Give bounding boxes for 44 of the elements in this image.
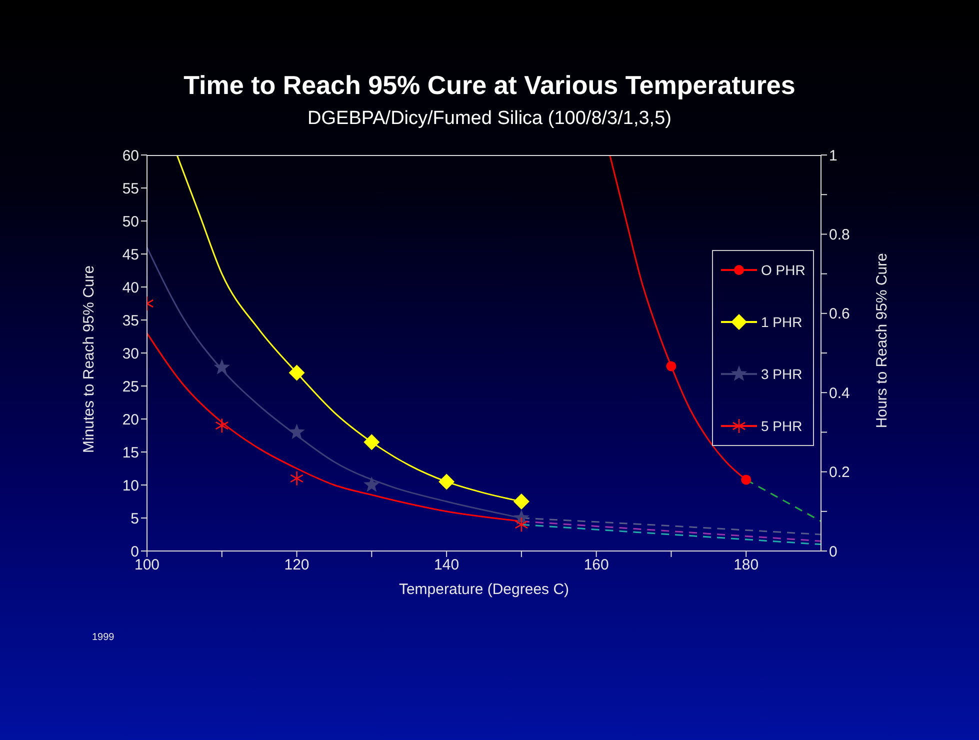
y-tick-label: 5 [130, 510, 139, 528]
point [438, 474, 455, 490]
y-tick-label: 25 [122, 378, 139, 396]
y2-tick-label: 0.8 [829, 226, 850, 244]
text: 1999 [92, 632, 114, 643]
y2-tick-label: 1 [829, 147, 838, 164]
chart-subtitle: DGEBPA/Dicy/Fumed Silica (100/8/3/1,3,5) [306, 108, 672, 130]
legend-label: 1 PHR [761, 314, 802, 330]
y-tick-label: 60 [122, 147, 139, 164]
y-tick-label: 40 [122, 279, 139, 296]
y-tick-label: 45 [122, 246, 139, 264]
y-tick-label: 10 [122, 477, 139, 494]
point [214, 359, 230, 374]
y-tick-label: 50 [122, 213, 139, 230]
chart-title: Time to Reach 95% Cure at Various Temperatures [182, 70, 796, 101]
y2-tick-label: 0.6 [829, 306, 850, 323]
point [364, 476, 380, 492]
y-tick-label: 20 [122, 411, 139, 428]
point [290, 470, 304, 486]
point [666, 361, 676, 372]
point [215, 418, 229, 434]
point [514, 516, 528, 532]
y2-tick-label: 0 [829, 543, 838, 560]
point [288, 364, 305, 381]
x-tick-label: 140 [434, 556, 460, 574]
point [288, 424, 305, 440]
y2-tick-label: 0.4 [829, 384, 850, 402]
point [513, 494, 530, 510]
y-axis-title: Minutes to Reach 95% Cure [80, 265, 98, 453]
x-tick-label: 160 [584, 556, 609, 574]
legend-label: 3 PHR [761, 366, 802, 382]
point [741, 474, 752, 485]
y-tick-label: 15 [122, 444, 139, 462]
legend-label: 5 PHR [761, 418, 802, 434]
y-tick-label: 55 [122, 180, 139, 198]
x-axis-title: Temperature (Degrees C) [398, 581, 570, 598]
y2-tick-label: 0.2 [829, 464, 850, 482]
legend-label: O PHR [761, 262, 806, 278]
y-tick-label: 35 [122, 312, 139, 330]
x-tick-label: 180 [734, 556, 759, 574]
point [364, 434, 380, 450]
y2-axis-title: Hours to Reach 95% Cure [873, 253, 890, 428]
y-tick-label: 30 [122, 345, 139, 362]
x-tick-label: 120 [284, 556, 310, 574]
